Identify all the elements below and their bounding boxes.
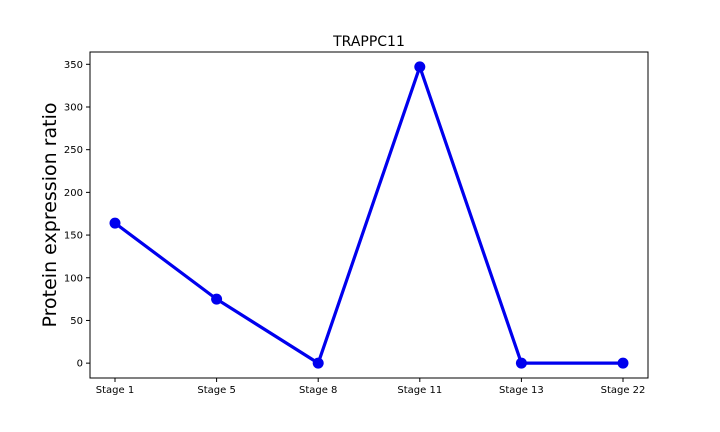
y-tick-label: 200 [64, 188, 83, 199]
x-tick-label: Stage 11 [397, 385, 442, 396]
chart-title: TRAPPC11 [332, 34, 405, 50]
y-tick-label: 350 [64, 60, 83, 71]
data-point [617, 357, 629, 369]
x-axis: Stage 1 Stage 5 Stage 8 Stage 11 Stage 13 Sta… [96, 378, 646, 396]
y-tick-label: 250 [64, 145, 83, 156]
x-tick-label: Stage 22 [601, 385, 646, 396]
x-tick-label: Stage 13 [499, 385, 544, 396]
y-tick-label: 300 [64, 102, 83, 113]
data-point [109, 217, 121, 229]
y-tick-label: 150 [64, 231, 83, 242]
y-tick-label: 50 [70, 316, 83, 327]
x-tick-label: Stage 8 [299, 385, 337, 396]
y-tick-label: 0 [77, 359, 83, 370]
y-axis-label: Protein expression ratio [39, 103, 61, 328]
plot-area [89, 51, 649, 379]
data-point [414, 61, 426, 73]
data-point [211, 293, 223, 305]
data-point [312, 357, 324, 369]
series-line [114, 61, 623, 366]
y-axis: 0 50 100 150 200 250 300 350 [64, 60, 90, 370]
y-tick-label: 100 [64, 273, 83, 284]
series-layer [109, 61, 629, 369]
x-tick-label: Stage 5 [197, 385, 235, 396]
data-point [515, 357, 527, 369]
x-tick-label: Stage 1 [96, 385, 134, 396]
